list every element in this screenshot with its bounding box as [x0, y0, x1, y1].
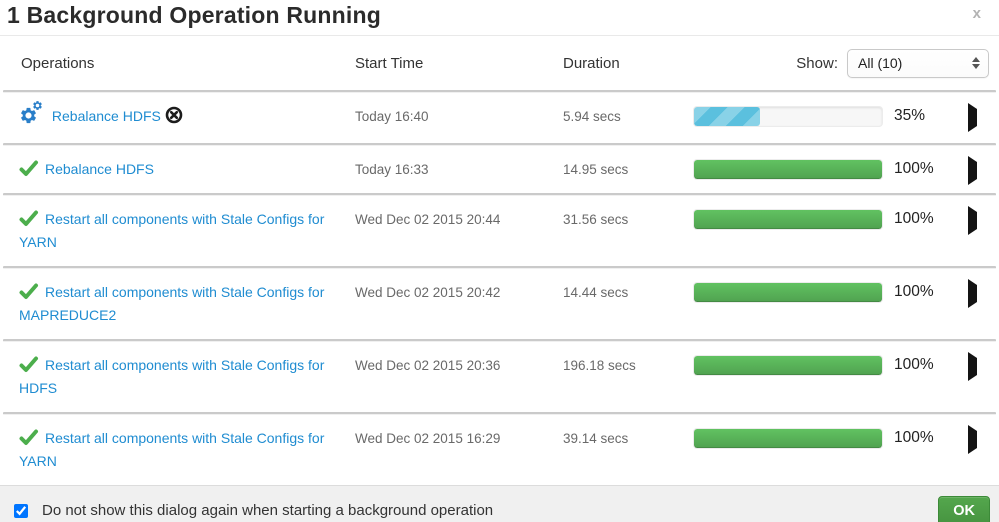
- percent-label: 100%: [894, 160, 934, 177]
- row-divider: [3, 143, 996, 146]
- progress-track: [693, 428, 883, 449]
- progress-track: [693, 159, 883, 180]
- caret-right-icon: [968, 279, 977, 308]
- check-success-icon: [19, 160, 43, 178]
- operation-row[interactable]: Restart all components with Stale Config…: [0, 342, 999, 412]
- row-divider: [3, 90, 996, 93]
- duration-cell: 196.18 secs: [563, 358, 636, 373]
- progress-fill: [694, 107, 760, 126]
- operation-row[interactable]: Restart all components with Stale Config…: [0, 196, 999, 266]
- expand-caret-icon[interactable]: [968, 156, 999, 185]
- show-label: Show:: [796, 54, 838, 72]
- operation-name-cell: Restart all components with Stale Config…: [0, 427, 355, 473]
- operation-name-cell: Restart all components with Stale Config…: [0, 208, 355, 254]
- percent-label: 100%: [894, 210, 934, 227]
- expand-caret-icon[interactable]: [968, 206, 999, 235]
- duration-column-header: Duration: [563, 54, 620, 72]
- caret-right-icon: [968, 206, 977, 235]
- dont-show-label[interactable]: Do not show this dialog again when start…: [14, 502, 493, 519]
- operations-column-header: Operations: [21, 54, 95, 72]
- duration-cell: 14.95 secs: [563, 162, 629, 177]
- expand-caret-icon[interactable]: [968, 103, 999, 132]
- row-divider: [3, 339, 996, 342]
- start-time-column-header: Start Time: [355, 54, 424, 72]
- progress-track: [693, 209, 883, 230]
- check-success-icon: [19, 283, 43, 301]
- start-time-cell: Wed Dec 02 2015 20:44: [355, 212, 501, 227]
- operation-link[interactable]: Restart all components with Stale Config…: [19, 430, 325, 469]
- dont-show-checkbox[interactable]: [14, 503, 28, 518]
- percent-label: 100%: [894, 283, 934, 300]
- abort-icon[interactable]: [165, 106, 183, 131]
- operation-link[interactable]: Restart all components with Stale Config…: [19, 357, 325, 396]
- operation-name-cell: Restart all components with Stale Config…: [0, 281, 355, 327]
- expand-caret-icon[interactable]: [968, 279, 999, 308]
- show-select[interactable]: All (10): [847, 48, 989, 78]
- operation-link[interactable]: Rebalance HDFS: [45, 161, 154, 177]
- progress-fill: [694, 210, 882, 229]
- show-filter: Show: All (10): [796, 48, 989, 78]
- percent-label: 100%: [894, 429, 934, 446]
- start-time-cell: Wed Dec 02 2015 16:29: [355, 431, 501, 446]
- gears-running-icon: [19, 101, 46, 125]
- dialog-title: 1 Background Operation Running: [7, 2, 382, 28]
- check-success-icon: [19, 210, 43, 228]
- start-time-cell: Today 16:33: [355, 162, 429, 177]
- expand-caret-icon[interactable]: [968, 352, 999, 381]
- dialog-footer: Do not show this dialog again when start…: [0, 485, 999, 522]
- operation-name-cell: Restart all components with Stale Config…: [0, 354, 355, 400]
- caret-right-icon: [968, 425, 977, 454]
- percent-label: 100%: [894, 356, 934, 373]
- table-header: Operations Start Time Duration Show: All…: [0, 36, 999, 90]
- progress-fill: [694, 160, 882, 179]
- progress-fill: [694, 429, 882, 448]
- arrow-down-icon: [972, 64, 980, 69]
- ok-button[interactable]: OK: [938, 495, 990, 522]
- progress-track: [693, 282, 883, 303]
- operation-row[interactable]: Rebalance HDFS Today 16:40 5.94 secs 35%: [0, 93, 999, 143]
- operation-row[interactable]: Restart all components with Stale Config…: [0, 415, 999, 485]
- dialog-titlebar: 1 Background Operation Running x: [0, 0, 999, 36]
- duration-cell: 31.56 secs: [563, 212, 629, 227]
- check-success-icon: [19, 356, 43, 374]
- duration-cell: 39.14 secs: [563, 431, 629, 446]
- progress-track: [693, 355, 883, 376]
- percent-label: 35%: [894, 107, 926, 124]
- caret-right-icon: [968, 156, 977, 185]
- row-divider: [3, 266, 996, 269]
- operation-link[interactable]: Restart all components with Stale Config…: [19, 211, 325, 250]
- expand-caret-icon[interactable]: [968, 425, 999, 454]
- duration-cell: 14.44 secs: [563, 285, 629, 300]
- progress-fill: [694, 283, 882, 302]
- caret-right-icon: [968, 103, 977, 132]
- close-icon[interactable]: x: [972, 5, 981, 22]
- operations-list: Rebalance HDFS Today 16:40 5.94 secs 35%…: [0, 90, 999, 485]
- operation-link[interactable]: Rebalance HDFS: [51, 108, 161, 124]
- show-select-value: All (10): [858, 55, 903, 71]
- duration-cell: 5.94 secs: [563, 109, 621, 124]
- caret-right-icon: [968, 352, 977, 381]
- select-arrows-icon: [972, 57, 980, 69]
- check-success-icon: [19, 429, 43, 447]
- row-divider: [3, 193, 996, 196]
- operation-name-cell: Rebalance HDFS: [0, 158, 355, 181]
- progress-track: [693, 106, 883, 127]
- start-time-cell: Wed Dec 02 2015 20:42: [355, 285, 501, 300]
- operation-row[interactable]: Rebalance HDFS Today 16:33 14.95 secs 10…: [0, 146, 999, 193]
- arrow-up-icon: [972, 57, 980, 62]
- row-divider: [3, 412, 996, 415]
- dont-show-text: Do not show this dialog again when start…: [42, 502, 494, 519]
- operation-name-cell: Rebalance HDFS: [0, 101, 355, 131]
- operation-row[interactable]: Restart all components with Stale Config…: [0, 269, 999, 339]
- start-time-cell: Wed Dec 02 2015 20:36: [355, 358, 501, 373]
- start-time-cell: Today 16:40: [355, 109, 429, 124]
- operation-link[interactable]: Restart all components with Stale Config…: [19, 284, 325, 323]
- progress-fill: [694, 356, 882, 375]
